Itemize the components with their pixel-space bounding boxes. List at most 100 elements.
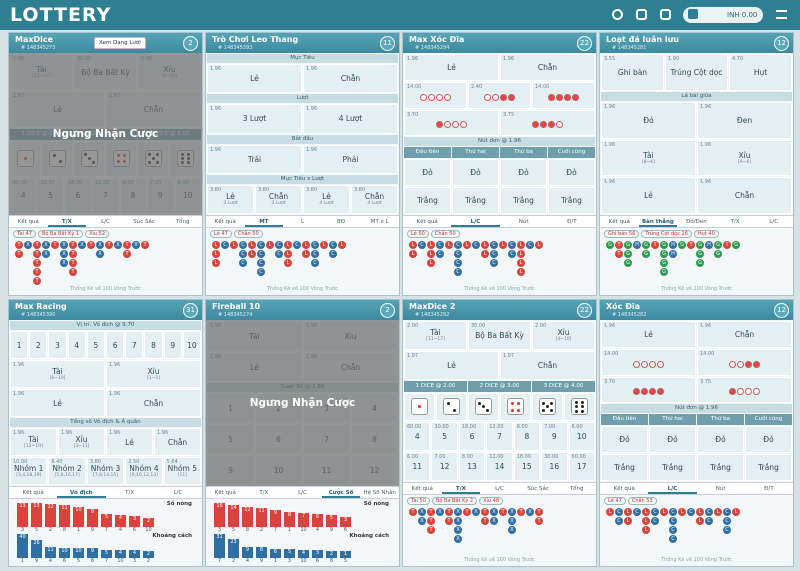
panel-title[interactable]: Max Xóc Đĩa [409, 35, 465, 44]
tab[interactable]: Kết quả [411, 486, 433, 492]
bet-cell[interactable]: 1.90 Trúng Cột dọc [665, 54, 728, 91]
menu-icon[interactable] [776, 10, 787, 19]
bet-cell[interactable]: 3.80 Lẻ 4 Lượt [303, 184, 350, 214]
tab[interactable]: Vô địch [57, 487, 106, 498]
tab[interactable]: L/C [451, 216, 500, 227]
disc-cell[interactable]: 3.70 [601, 376, 696, 404]
tab[interactable]: Kết quả [17, 219, 39, 225]
grid-icon[interactable] [636, 9, 647, 20]
tab[interactable]: Kết quả [613, 486, 635, 492]
tab[interactable]: Kết quả [608, 219, 630, 225]
disc-cell[interactable]: 2.40 [468, 81, 531, 109]
tab[interactable]: L [300, 219, 305, 225]
bet-cell[interactable]: Đỏ [601, 426, 648, 454]
bet-cell[interactable]: 1.96 Đen [697, 101, 792, 139]
bet-cell[interactable]: 10.00 Nhóm 1 [3,4,18,19] [10, 457, 48, 485]
panel-title[interactable]: MaxDice 2 [409, 302, 456, 311]
bet-cell[interactable]: 1.96 Xỉu [3~11] [58, 428, 105, 456]
panel-title[interactable]: MaxDice [15, 35, 54, 44]
bet-cell[interactable]: 5 [86, 331, 106, 359]
bet-cell[interactable]: 1.96 Lẻ [10, 389, 105, 417]
disc-cell[interactable]: 14.00 [404, 81, 467, 109]
tab[interactable]: Đ/T [764, 486, 774, 492]
tab[interactable]: Nút [518, 219, 529, 225]
bet-cell[interactable]: 3.55 Ghi bàn [601, 54, 664, 91]
dice-cell[interactable] [404, 392, 435, 422]
bet-cell[interactable]: 2.00 Xỉu [4~10] [532, 321, 595, 350]
tab[interactable]: MT [244, 216, 284, 227]
tab[interactable]: L/C [298, 490, 307, 496]
panel-title[interactable]: Xóc Đĩa [606, 302, 641, 311]
disc-cell[interactable]: 14.00 [697, 348, 792, 376]
bet-cell[interactable]: 1.96 Lẻ [601, 177, 696, 214]
bet-cell[interactable]: 9 [163, 331, 182, 359]
bet-cell[interactable]: 1.96 Lẻ [601, 321, 696, 348]
panel-title[interactable]: Fireball 10 [212, 302, 261, 311]
bet-cell[interactable]: Trắng [697, 454, 744, 481]
bet-cell[interactable]: 5.64 Nhóm 5 [11] [163, 457, 202, 485]
bet-cell[interactable]: Đỏ [452, 159, 499, 187]
disc-cell[interactable]: 3.70 [404, 109, 499, 137]
bet-cell[interactable]: 10 [182, 331, 202, 359]
tab[interactable]: L/C [495, 486, 504, 492]
bet-cell[interactable]: 1.96 Lẻ [106, 428, 153, 456]
bet-cell[interactable]: 4 [67, 331, 86, 359]
user-balance[interactable]: INH 0.00 [683, 7, 763, 23]
sub-head[interactable]: Thứ hai [649, 414, 696, 426]
bet-cell[interactable]: Trắng [745, 454, 792, 481]
tab[interactable]: Tổng [175, 219, 190, 225]
tab[interactable]: Cược Số [321, 487, 361, 498]
bet-cell[interactable]: Đỏ [548, 159, 595, 187]
panel-title[interactable]: Loạt đá luân lưu [606, 35, 679, 44]
bet-cell[interactable]: 8 [144, 331, 163, 359]
tab[interactable]: Kết quả [214, 490, 236, 496]
bet-cell[interactable]: Trắng [601, 454, 648, 481]
bet-cell[interactable]: Trắng [548, 187, 595, 214]
tab[interactable]: L/C [769, 219, 779, 225]
bet-cell[interactable]: 1.97 Lẻ [404, 350, 499, 380]
bet-cell[interactable]: 2.00 Tài [11~17] [404, 321, 467, 350]
sub-head[interactable]: Thứ hai [452, 147, 499, 159]
bet-cell[interactable]: 30.00 16 [541, 452, 568, 481]
bet-cell[interactable]: 18.00 15 [513, 452, 541, 481]
tab[interactable]: BĐ [337, 219, 346, 225]
bet-cell[interactable]: 1.96 Phải [303, 144, 398, 174]
bet-cell[interactable]: 3 [48, 331, 67, 359]
tab[interactable]: T/X [125, 490, 135, 496]
sub-head[interactable]: Cuối cùng [548, 147, 595, 159]
bet-cell[interactable]: Trắng [500, 187, 547, 214]
bet-cell[interactable]: 7.00 12 [431, 452, 458, 481]
tab[interactable]: T/X [47, 216, 87, 227]
bet-cell[interactable]: 1.96 Tài [8~K] [601, 139, 696, 177]
bet-cell[interactable]: Trắng [452, 187, 499, 214]
tab[interactable]: Bàn thắng [638, 216, 678, 227]
sub-head[interactable]: Đầu tiên [601, 414, 648, 426]
tab[interactable]: MT x L [370, 219, 389, 225]
bet-cell[interactable]: 1.96 Trái [207, 144, 302, 174]
bet-cell[interactable]: 12.00 14 [486, 452, 513, 481]
dice-cell[interactable] [500, 392, 531, 422]
dice-cell[interactable] [564, 392, 595, 422]
bet-cell[interactable]: 60.00 17 [568, 452, 595, 481]
bet-cell[interactable]: 1.96 Lẻ [404, 54, 499, 81]
bet-cell[interactable]: 8.00 13 [458, 452, 486, 481]
bet-cell[interactable]: 1 [10, 331, 29, 359]
sub-head[interactable]: 2 DICE @ 3.00 [468, 380, 531, 392]
bet-cell[interactable]: Đỏ [649, 426, 696, 454]
bet-cell[interactable]: 4.70 Hụt [729, 54, 792, 91]
bet-cell[interactable]: Đỏ [500, 159, 547, 187]
sub-head[interactable]: 1 DICE @ 2.00 [404, 380, 467, 392]
bet-cell[interactable]: 1.96 Tài [6~10] [10, 360, 105, 388]
tab[interactable]: Súc Sắc [133, 219, 155, 225]
layout-icon[interactable] [660, 9, 671, 20]
logo[interactable]: LOTTERY [10, 4, 112, 26]
panel-title[interactable]: Max Racing [15, 302, 67, 311]
